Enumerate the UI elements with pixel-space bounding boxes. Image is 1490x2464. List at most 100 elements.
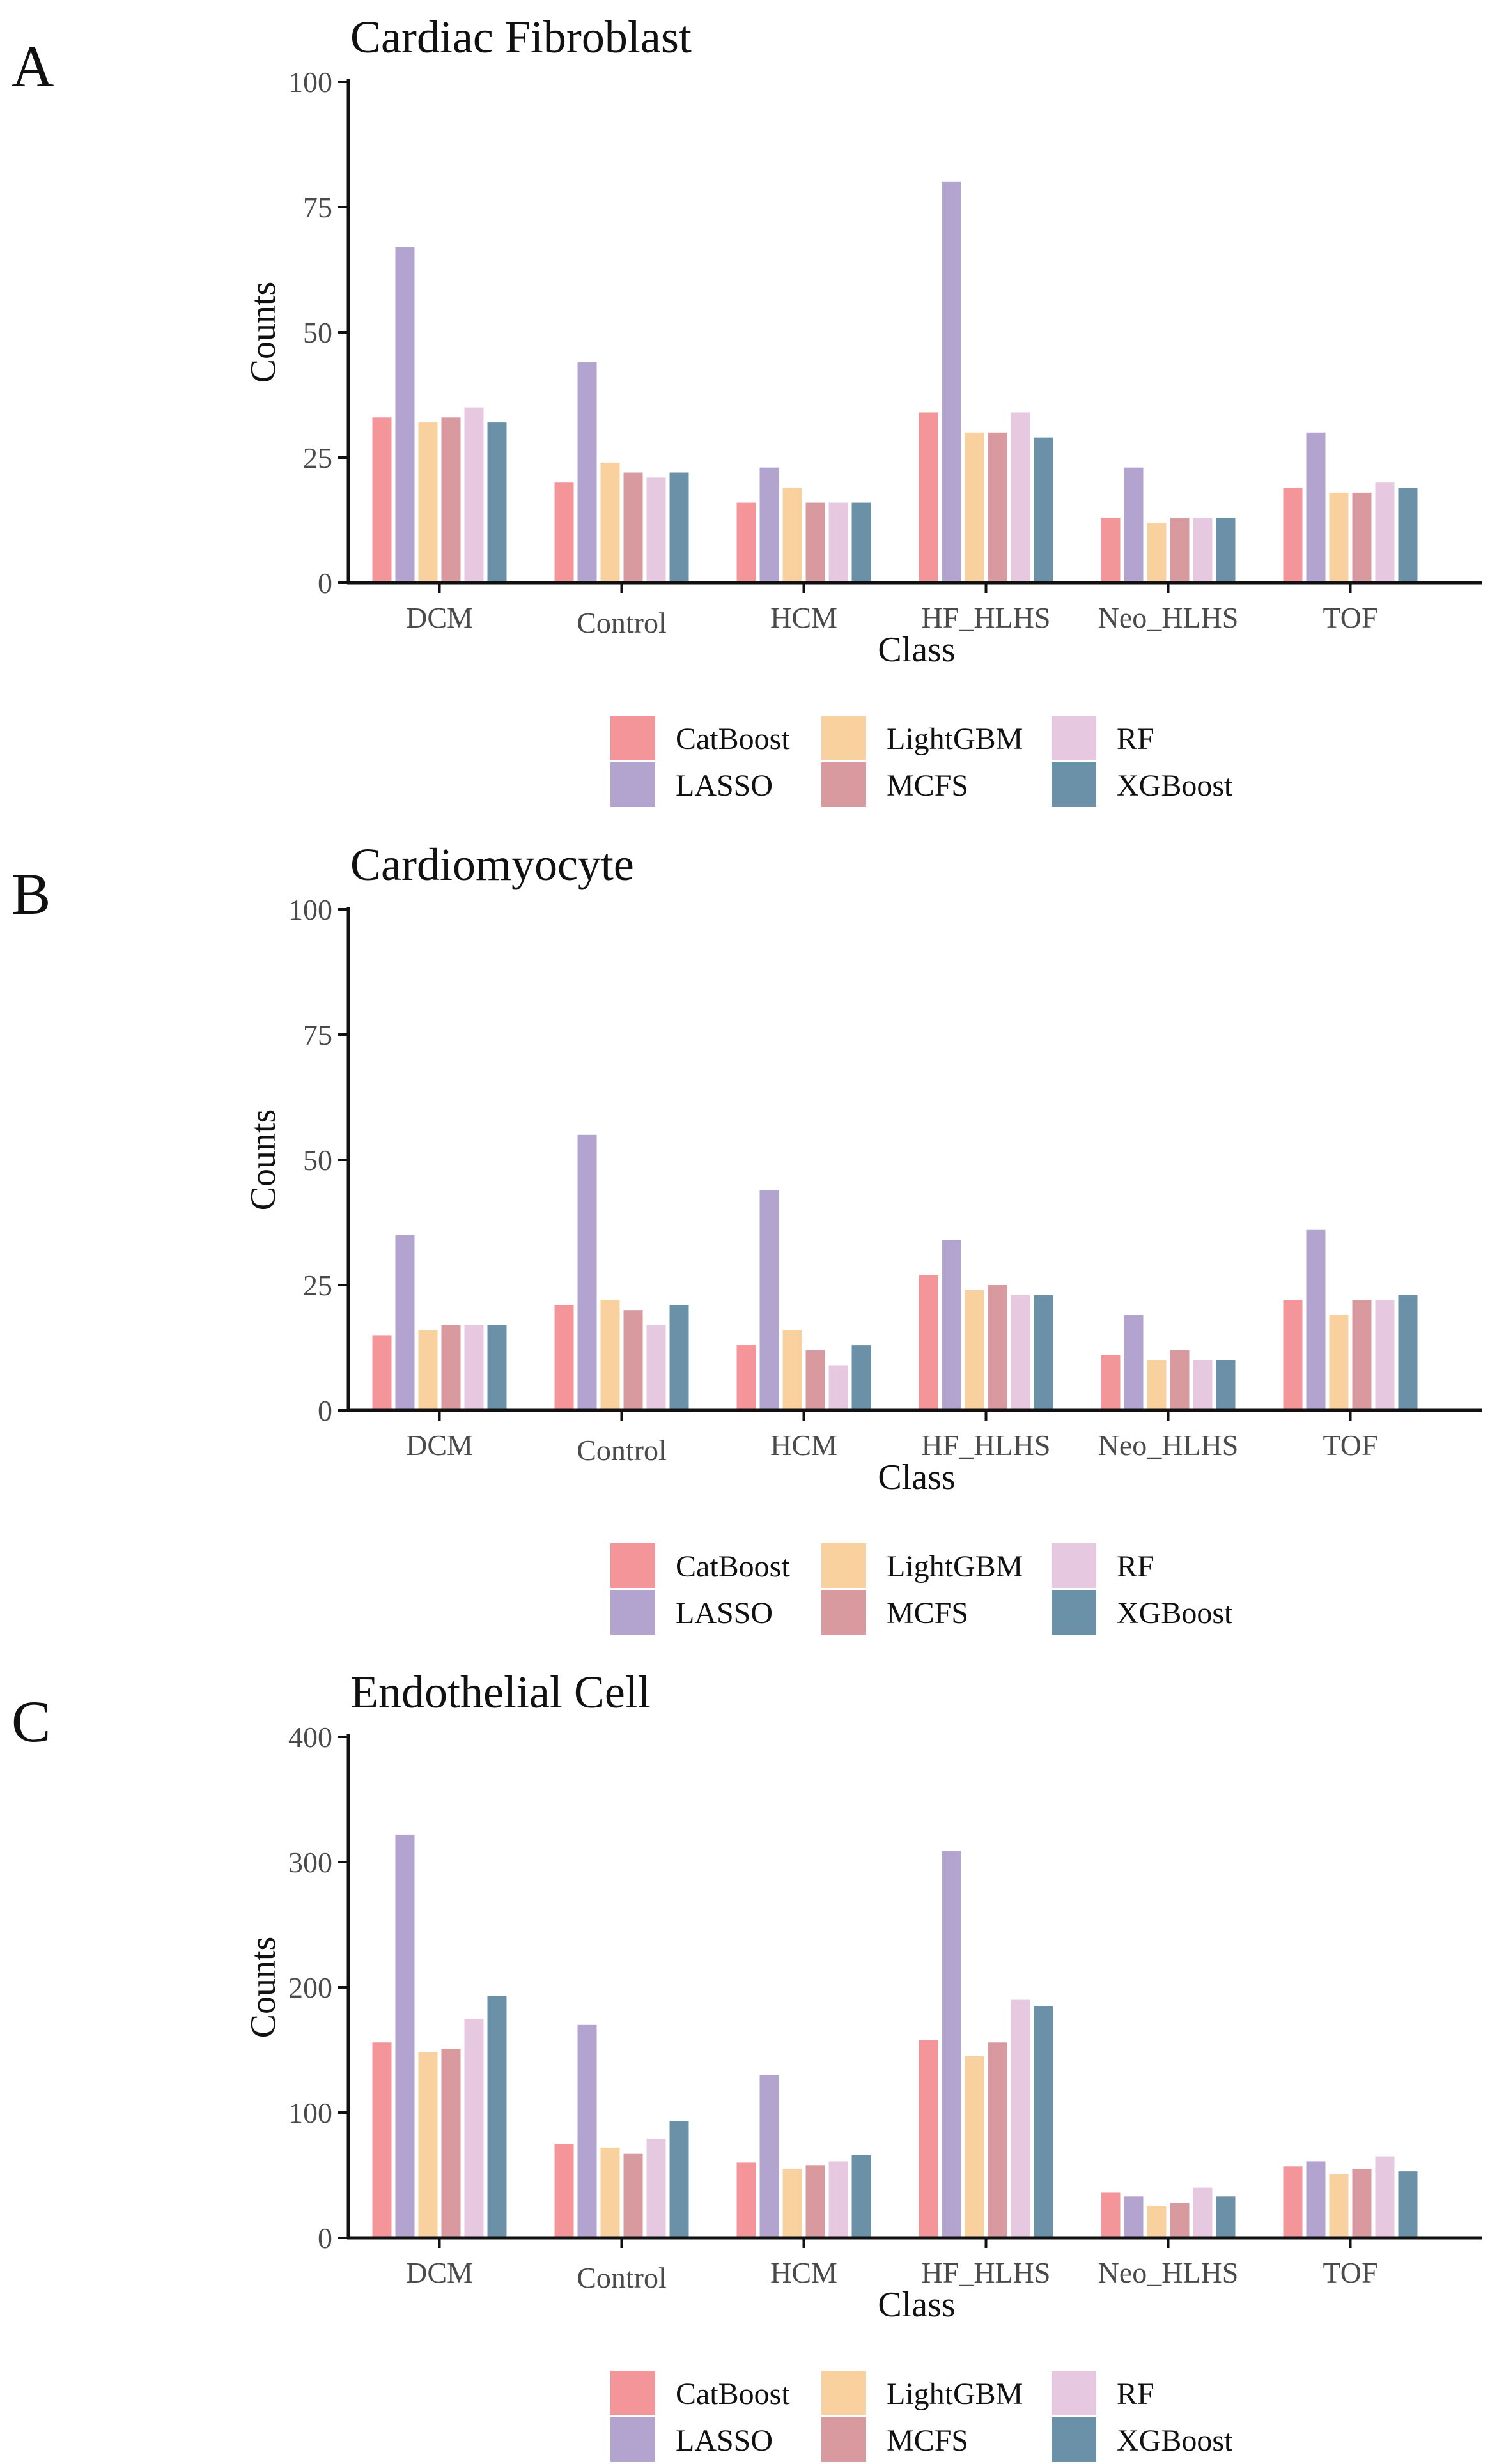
bar-lasso-hf-hlhs: [942, 181, 961, 583]
panel-letter: C: [12, 1689, 50, 1754]
x-tick-label: HF_HLHS: [922, 1429, 1051, 1461]
bar-rf-hf-hlhs: [1011, 1295, 1030, 1410]
bar-xgboost-control: [669, 472, 689, 583]
bar-mcfs-control: [623, 472, 643, 583]
bar-catboost-control: [554, 1305, 574, 1410]
legend-label-mcfs: MCFS: [887, 1596, 968, 1630]
bar-rf-tof: [1375, 482, 1395, 583]
bar-rf-hf-hlhs: [1011, 412, 1030, 583]
bar-xgboost-control: [669, 1305, 689, 1410]
y-tick-label: 25: [303, 442, 332, 474]
legend-label-xgboost: XGBoost: [1117, 769, 1233, 803]
legend-label-xgboost: XGBoost: [1117, 1596, 1233, 1630]
bar-lasso-hcm: [759, 467, 779, 583]
bar-mcfs-dcm: [441, 1325, 461, 1410]
legend-label-lightgbm: LightGBM: [887, 722, 1023, 756]
bar-rf-dcm: [464, 1325, 484, 1410]
y-tick-label: 50: [303, 316, 332, 349]
legend-swatch-lasso: [610, 762, 655, 807]
bar-lasso-control: [577, 362, 597, 583]
bar-mcfs-neo-hlhs: [1170, 2203, 1190, 2238]
x-tick-label: HCM: [770, 1429, 837, 1461]
bar-xgboost-hcm: [851, 1345, 871, 1410]
bar-xgboost-neo-hlhs: [1216, 518, 1236, 583]
x-tick-label: Control: [577, 1434, 667, 1467]
bar-xgboost-neo-hlhs: [1216, 1360, 1236, 1410]
legend-swatch-lasso: [610, 1590, 655, 1635]
legend-swatch-rf: [1052, 2371, 1096, 2415]
legend-label-catboost: CatBoost: [676, 2377, 790, 2411]
bar-catboost-hcm: [736, 2162, 756, 2238]
legend-swatch-xgboost: [1052, 762, 1096, 807]
legend-swatch-lightgbm: [821, 2371, 866, 2415]
legend-swatch-mcfs: [821, 1590, 866, 1635]
y-tick-label: 100: [288, 66, 332, 98]
bar-xgboost-dcm: [487, 1996, 507, 2238]
legend-swatch-xgboost: [1052, 2417, 1096, 2462]
bar-catboost-tof: [1283, 1300, 1303, 1410]
legend-label-mcfs: MCFS: [887, 769, 968, 803]
bar-xgboost-tof: [1398, 488, 1418, 583]
bar-lasso-control: [577, 2024, 597, 2238]
legend-swatch-lightgbm: [821, 716, 866, 760]
bar-rf-hcm: [828, 1365, 848, 1410]
bar-lightgbm-dcm: [418, 1330, 438, 1410]
bar-xgboost-dcm: [487, 422, 507, 583]
chart-panel-b: B Cardiomyocyte DCM Control HCM HF_HLHS Neo_HL…: [12, 839, 1482, 1635]
x-tick-label: HCM: [770, 2256, 837, 2289]
legend-label-lasso: LASSO: [676, 1596, 773, 1630]
legend-label-lightgbm: LightGBM: [887, 2377, 1023, 2411]
bar-lasso-neo-hlhs: [1124, 467, 1144, 583]
bar-lasso-control: [577, 1134, 597, 1410]
bar-lightgbm-control: [600, 2147, 620, 2238]
legend-label-lasso: LASSO: [676, 769, 773, 803]
bar-lightgbm-tof: [1329, 1315, 1349, 1410]
legend-label-catboost: CatBoost: [676, 1550, 790, 1583]
y-tick-label: 25: [303, 1269, 332, 1302]
bar-mcfs-tof: [1352, 492, 1372, 583]
x-tick-label: Neo_HLHS: [1098, 601, 1239, 634]
bar-mcfs-hf-hlhs: [988, 432, 1007, 583]
legend-swatch-xgboost: [1052, 1590, 1096, 1635]
x-tick-label: Neo_HLHS: [1098, 1429, 1239, 1461]
legend-label-rf: RF: [1117, 722, 1154, 756]
bar-lightgbm-tof: [1329, 2174, 1349, 2238]
legend: CatBoost LightGBM RF LASSO MCFS XGBoost: [610, 2371, 1233, 2462]
y-tick-label: 300: [288, 1846, 332, 1879]
bar-mcfs-tof: [1352, 2169, 1372, 2238]
bar-xgboost-hf-hlhs: [1034, 437, 1053, 583]
y-tick-label: 0: [318, 2222, 332, 2254]
y-axis-label: Counts: [244, 282, 283, 383]
bar-rf-tof: [1375, 2156, 1395, 2238]
bar-lasso-hcm: [759, 2075, 779, 2238]
chart-title: Cardiac Fibroblast: [350, 12, 692, 63]
y-axis-label: Counts: [244, 1937, 283, 2038]
chart-title: Endothelial Cell: [350, 1667, 651, 1718]
legend-label-lightgbm: LightGBM: [887, 1550, 1023, 1583]
bar-lasso-tof: [1306, 1229, 1326, 1410]
x-tick-label: DCM: [406, 2256, 473, 2289]
legend-swatch-catboost: [610, 2371, 655, 2415]
bar-lasso-neo-hlhs: [1124, 1315, 1144, 1410]
bar-lasso-neo-hlhs: [1124, 2196, 1144, 2238]
bar-catboost-hf-hlhs: [919, 412, 938, 583]
bar-rf-hf-hlhs: [1011, 1999, 1030, 2238]
bar-lightgbm-dcm: [418, 422, 438, 583]
bar-rf-hcm: [828, 2161, 848, 2238]
panel-letter: B: [12, 861, 50, 927]
bar-lasso-hf-hlhs: [942, 1851, 961, 2238]
chart-title: Cardiomyocyte: [350, 839, 634, 890]
legend-swatch-lasso: [610, 2417, 655, 2462]
x-axis-label: Class: [878, 1458, 955, 1497]
y-axis-label: Counts: [244, 1109, 283, 1211]
bar-lightgbm-neo-hlhs: [1147, 2206, 1167, 2238]
legend-swatch-lightgbm: [821, 1543, 866, 1588]
legend-swatch-catboost: [610, 716, 655, 760]
bar-lightgbm-neo-hlhs: [1147, 1360, 1167, 1410]
legend-label-xgboost: XGBoost: [1117, 2424, 1233, 2458]
bar-lightgbm-control: [600, 1300, 620, 1410]
bar-lasso-dcm: [395, 1834, 415, 2238]
bar-catboost-hcm: [736, 1345, 756, 1410]
y-tick-label: 100: [288, 893, 332, 926]
y-tick-label: 400: [288, 1721, 332, 1753]
